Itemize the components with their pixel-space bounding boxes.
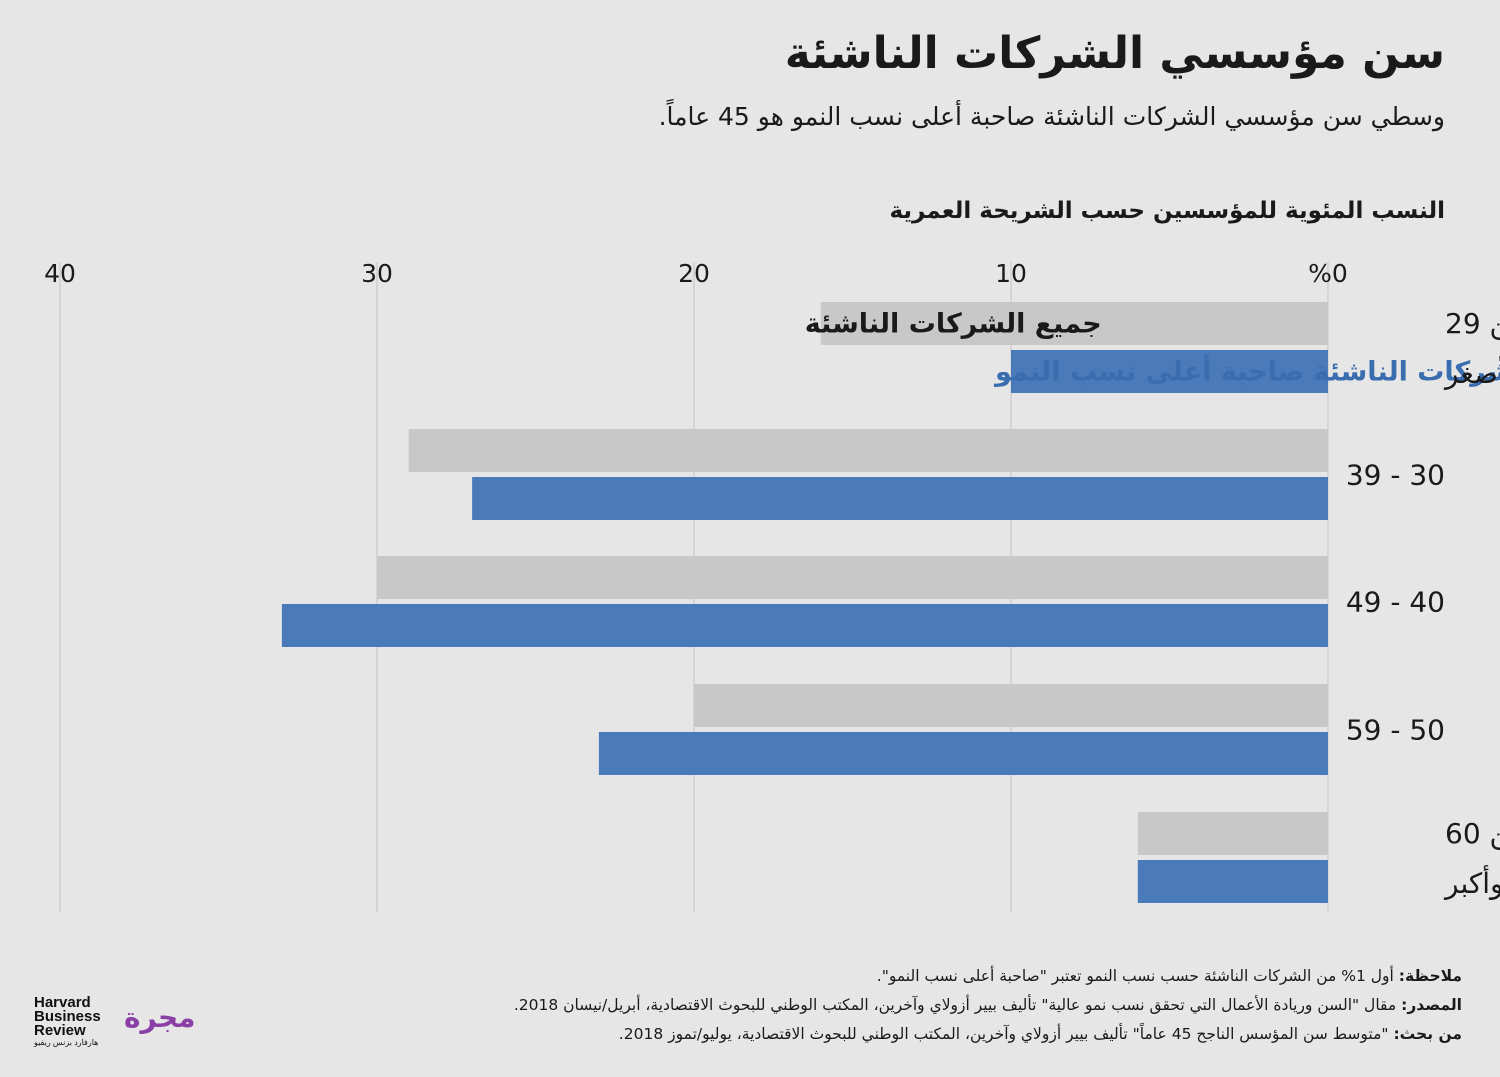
bar-all-startups: [694, 684, 1328, 727]
bar-high-growth: [472, 477, 1329, 520]
chart-title: النسب المئوية للمؤسسين حسب الشريحة العمر…: [889, 198, 1445, 224]
research-text: "متوسط سن المؤسس الناجح 45 عاماً" تأليف …: [618, 1025, 1389, 1043]
hbr-logo-arabic: هارفارد بزنس ريفيو: [34, 1038, 99, 1047]
x-tick-label: 10: [995, 259, 1027, 288]
bar-all-startups: [377, 556, 1328, 599]
category-label: سن 29: [1445, 307, 1500, 340]
hbr-logo: Harvard Business Review هارفارد بزنس ريف…: [34, 994, 101, 1048]
bar-high-growth: [598, 732, 1328, 775]
research-label: من بحث:: [1393, 1025, 1462, 1043]
category-label: سن 60: [1445, 817, 1500, 850]
majarra-logo: مجرة: [124, 1001, 196, 1034]
bar-high-growth: [1011, 350, 1328, 393]
bar-high-growth: [1137, 860, 1328, 903]
x-tick-label: %0: [1308, 259, 1348, 288]
x-tick-label: 20: [678, 259, 710, 288]
bar-high-growth: [281, 604, 1328, 647]
category-label: وأكبر: [1443, 864, 1500, 900]
source-label: المصدر:: [1401, 996, 1462, 1014]
hbr-logo-line: Business: [34, 1008, 101, 1025]
bar-all-startups: [820, 302, 1328, 345]
category-label: 49 - 40: [1346, 586, 1445, 619]
source-text: مقال "السن وريادة الأعمال التي تحقق نسب …: [513, 996, 1397, 1014]
bar-all-startups: [408, 429, 1328, 472]
research-line: من بحث: "متوسط سن المؤسس الناجح 45 عاماً…: [514, 1020, 1462, 1049]
bar-all-startups: [1137, 812, 1328, 855]
source-line: المصدر: مقال "السن وريادة الأعمال التي ت…: [514, 991, 1462, 1020]
category-label: 59 - 50: [1346, 714, 1445, 747]
category-label: 39 - 30: [1346, 459, 1445, 492]
category-label: وأصغر: [1443, 354, 1500, 390]
page-title: سن مؤسسي الشركات الناشئة: [784, 28, 1445, 79]
footnotes: ملاحظة: أول 1% من الشركات الناشئة حسب نس…: [514, 962, 1462, 1049]
hbr-logo-line: Harvard: [34, 994, 91, 1011]
note-label: ملاحظة:: [1398, 967, 1462, 985]
legend-label: جميع الشركات الناشئة: [805, 309, 1102, 340]
note-line: ملاحظة: أول 1% من الشركات الناشئة حسب نس…: [514, 962, 1462, 991]
page-subtitle: وسطي سن مؤسسي الشركات الناشئة صاحبة أعلى…: [658, 102, 1445, 131]
note-text: أول 1% من الشركات الناشئة حسب نسب النمو …: [876, 967, 1394, 985]
x-tick-label: 40: [44, 259, 76, 288]
x-tick-label: 30: [361, 259, 393, 288]
hbr-logo-line: Review: [34, 1022, 86, 1039]
legend-label: الشركات الناشئة صاحبة أعلى نسب النمو: [993, 354, 1500, 388]
